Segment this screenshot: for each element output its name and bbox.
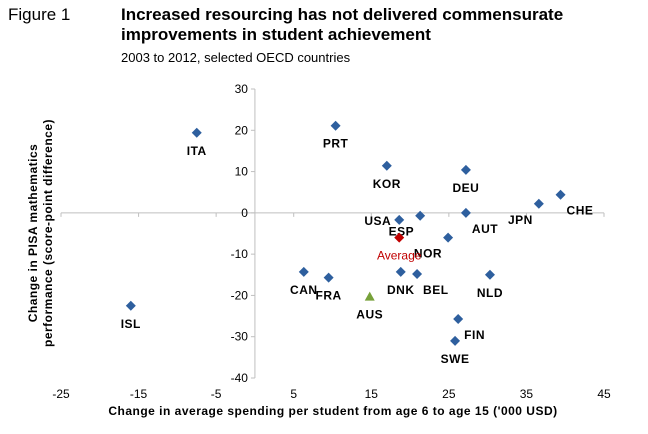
point-jpn [533, 198, 544, 209]
point-label-kor: KOR [373, 177, 401, 191]
point-average [394, 232, 405, 243]
x-tick-label: 5 [290, 387, 297, 401]
point-nor [443, 232, 454, 243]
point-bel [412, 268, 423, 279]
y-tick-label: 0 [241, 206, 248, 220]
y-tick-label: 20 [235, 123, 249, 137]
point-label-isl: ISL [121, 317, 141, 331]
figure-label: Figure 1 [8, 5, 71, 24]
point-label-esp: ESP [389, 225, 415, 239]
y-tick-label: 30 [235, 82, 249, 96]
point-can [298, 266, 309, 277]
chart-title: Increased resourcing has not delivered c… [121, 5, 564, 44]
point-label-nld: NLD [477, 286, 503, 300]
point-label-dnk: DNK [387, 283, 415, 297]
x-tick-label: 45 [597, 387, 611, 401]
point-kor [381, 160, 392, 171]
y-tick-label: -30 [231, 330, 249, 344]
point-ita [191, 127, 202, 138]
point-label-nor: NOR [414, 247, 442, 261]
point-label-can: CAN [290, 283, 318, 297]
point-fra [323, 272, 334, 283]
y-tick-label: -40 [231, 371, 249, 385]
x-tick-label: 15 [365, 387, 379, 401]
y-tick-label: 10 [235, 165, 249, 179]
chart-subtitle: 2003 to 2012, selected OECD countries [121, 50, 351, 65]
point-swe [450, 335, 461, 346]
point-usa [394, 214, 405, 225]
point-label-fin: FIN [464, 328, 485, 342]
point-isl [125, 300, 136, 311]
point-label-ita: ITA [187, 144, 207, 158]
point-label-deu: DEU [453, 181, 480, 195]
point-aut [460, 207, 471, 218]
x-tick-label: -15 [130, 387, 148, 401]
point-label-jpn: JPN [508, 213, 533, 227]
point-label-che: CHE [567, 204, 594, 218]
x-tick-label: 35 [520, 387, 534, 401]
x-tick-label: -25 [52, 387, 70, 401]
point-label-fra: FRA [316, 289, 342, 303]
point-dnk [395, 266, 406, 277]
point-label-prt: PRT [323, 137, 349, 151]
point-label-usa: USA [364, 214, 391, 228]
point-che [555, 189, 566, 200]
point-prt [330, 120, 341, 131]
y-tick-label: -20 [231, 288, 249, 302]
point-aus [364, 291, 375, 301]
x-axis-title: Change in average spending per student f… [108, 404, 557, 418]
point-label-swe: SWE [441, 352, 470, 366]
point-deu [460, 164, 471, 175]
y-axis-title-line1: Change in PISA mathematics [26, 144, 40, 323]
y-tick-label: -10 [231, 247, 249, 261]
y-axis-title-line2: performance (score-point difference) [41, 119, 55, 347]
point-esp [415, 210, 426, 221]
point-label-aus: AUS [356, 308, 383, 322]
point-nld [484, 269, 495, 280]
point-label-average: Average [377, 249, 422, 263]
point-label-bel: BEL [423, 283, 449, 297]
x-tick-label: 25 [442, 387, 456, 401]
point-label-aut: AUT [472, 222, 498, 236]
point-fin [453, 313, 464, 324]
x-tick-label: -5 [211, 387, 222, 401]
axes: -25 -15 -5 5 15 25 35 45 30 20 10 0 -10 -20 -30 -40 [52, 82, 611, 401]
